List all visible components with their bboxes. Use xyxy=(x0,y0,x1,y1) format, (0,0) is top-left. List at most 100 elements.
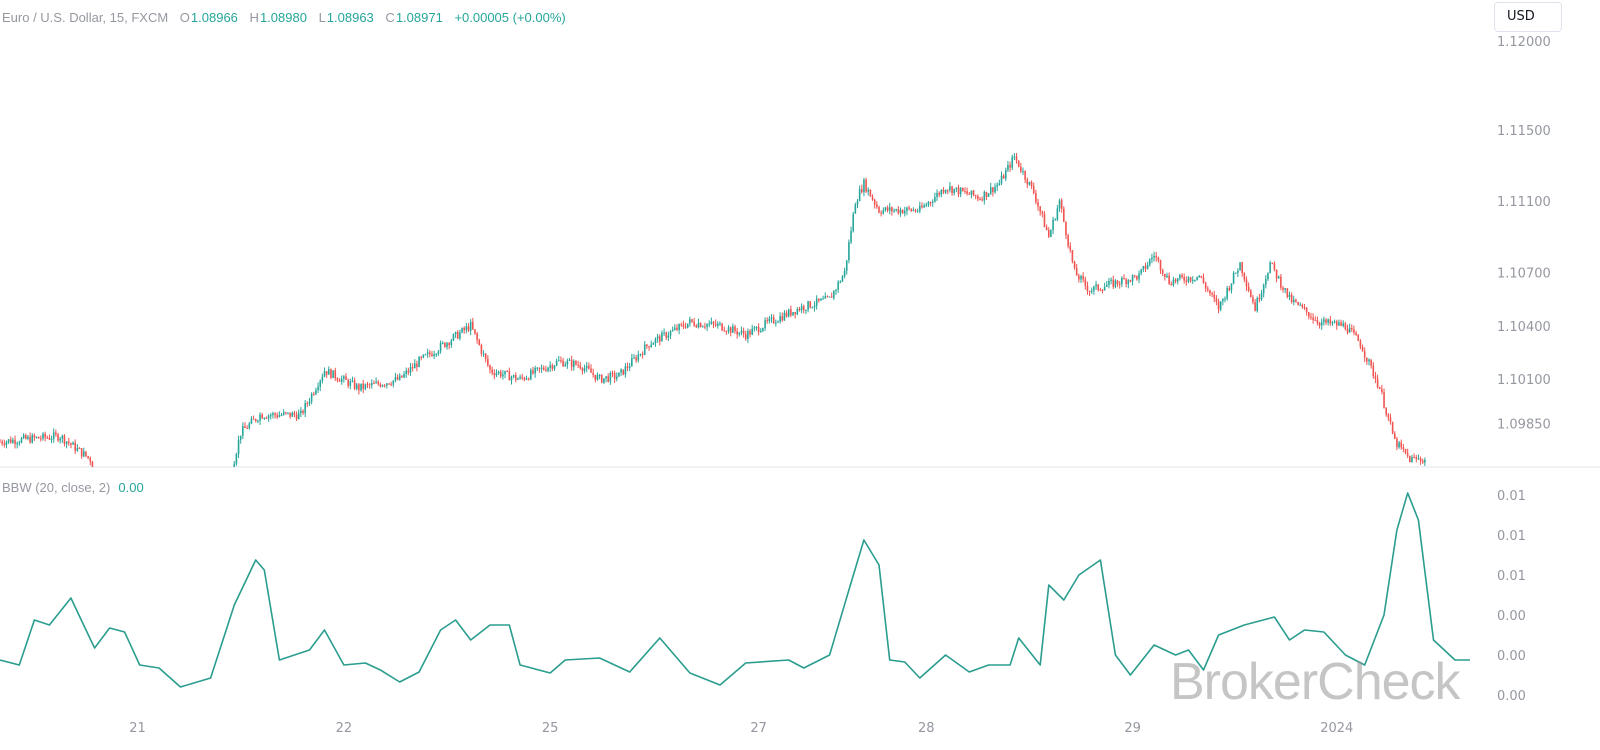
currency-button[interactable]: USD xyxy=(1494,2,1562,32)
candle xyxy=(306,401,309,407)
candle xyxy=(63,434,66,447)
candle xyxy=(362,379,365,394)
candle xyxy=(1396,436,1398,451)
candle xyxy=(1331,320,1334,327)
candle xyxy=(1213,290,1216,303)
candle xyxy=(919,201,921,214)
symbol-title[interactable]: Euro / U.S. Dollar, 15, FXCM xyxy=(2,10,169,25)
candle xyxy=(1095,280,1097,290)
candle xyxy=(962,187,964,192)
candle xyxy=(1056,205,1059,222)
candle xyxy=(878,205,880,214)
candle xyxy=(798,306,801,312)
candle xyxy=(435,353,438,358)
time-axis[interactable]: 21 22 25 27 28 29 2024 xyxy=(129,721,1353,736)
candle xyxy=(347,378,349,389)
candle xyxy=(1198,274,1201,278)
candle xyxy=(1262,283,1265,298)
candle xyxy=(358,382,360,395)
candle xyxy=(383,384,386,388)
candle xyxy=(1260,289,1263,301)
candle xyxy=(40,435,42,442)
candle xyxy=(59,436,61,444)
candle xyxy=(1265,274,1267,289)
candle xyxy=(704,322,706,330)
candle xyxy=(1138,270,1140,284)
candle xyxy=(605,376,607,383)
candle xyxy=(717,321,719,329)
low-label: L xyxy=(318,10,326,25)
time-tick-label: 21 xyxy=(129,721,146,736)
candle xyxy=(420,355,423,361)
candle xyxy=(1004,167,1007,182)
candle xyxy=(818,298,820,303)
candle xyxy=(502,370,504,380)
candle xyxy=(1110,277,1112,285)
candle xyxy=(413,359,416,369)
candle xyxy=(661,330,663,342)
candle xyxy=(1385,407,1387,417)
candle xyxy=(779,312,781,324)
candle xyxy=(1159,259,1162,274)
candle xyxy=(564,361,567,367)
candle xyxy=(85,451,87,458)
bbw-tick-label: 0.00 xyxy=(1497,689,1526,704)
bbw-axis[interactable]: 0.01 0.01 0.01 0.00 0.00 0.00 xyxy=(1497,489,1526,704)
candle xyxy=(1108,277,1110,289)
candle xyxy=(643,340,646,356)
candle xyxy=(319,379,322,392)
candle xyxy=(545,365,547,372)
candle xyxy=(495,369,498,378)
candle xyxy=(257,419,259,424)
candle xyxy=(669,330,672,340)
time-tick-label: 2024 xyxy=(1320,721,1353,736)
candle xyxy=(618,372,620,377)
candle xyxy=(658,334,661,346)
candle xyxy=(906,206,908,216)
candle xyxy=(1112,275,1115,289)
candle xyxy=(282,409,285,416)
candle xyxy=(1389,413,1392,425)
candle xyxy=(508,367,511,381)
candle xyxy=(792,312,794,317)
candle xyxy=(837,280,839,293)
candle xyxy=(456,330,459,340)
candle xyxy=(512,374,515,379)
candle xyxy=(22,433,25,440)
candle xyxy=(794,311,796,319)
candle xyxy=(521,373,524,381)
candle xyxy=(317,382,319,393)
candle xyxy=(1241,261,1243,277)
price-axis[interactable]: 1.12000 1.11500 1.11100 1.10700 1.10400 1.101… xyxy=(1497,35,1551,433)
candle xyxy=(52,428,55,443)
candle xyxy=(37,436,40,439)
candle xyxy=(1164,273,1166,281)
candle xyxy=(1370,359,1372,369)
candle xyxy=(80,448,83,459)
candle xyxy=(1402,443,1405,453)
candle xyxy=(1387,412,1390,422)
candle xyxy=(302,409,304,415)
time-tick-label: 25 xyxy=(542,721,559,736)
candle xyxy=(727,325,730,334)
candle xyxy=(549,361,551,372)
candle xyxy=(1318,321,1321,329)
candle xyxy=(1,439,3,446)
candle xyxy=(1361,344,1364,352)
candle xyxy=(87,455,89,460)
candle xyxy=(424,353,427,356)
candle xyxy=(1338,319,1340,326)
candle xyxy=(57,432,59,443)
candle xyxy=(712,320,715,329)
candle xyxy=(1093,285,1095,295)
candle xyxy=(701,325,704,328)
candle xyxy=(676,324,678,332)
candle xyxy=(44,431,46,442)
indicator-label[interactable]: BBW (20, close, 2) xyxy=(2,480,111,495)
candle xyxy=(272,411,274,419)
candle xyxy=(291,411,294,417)
candle xyxy=(611,370,614,377)
candle xyxy=(523,376,526,382)
candle xyxy=(1204,281,1207,293)
